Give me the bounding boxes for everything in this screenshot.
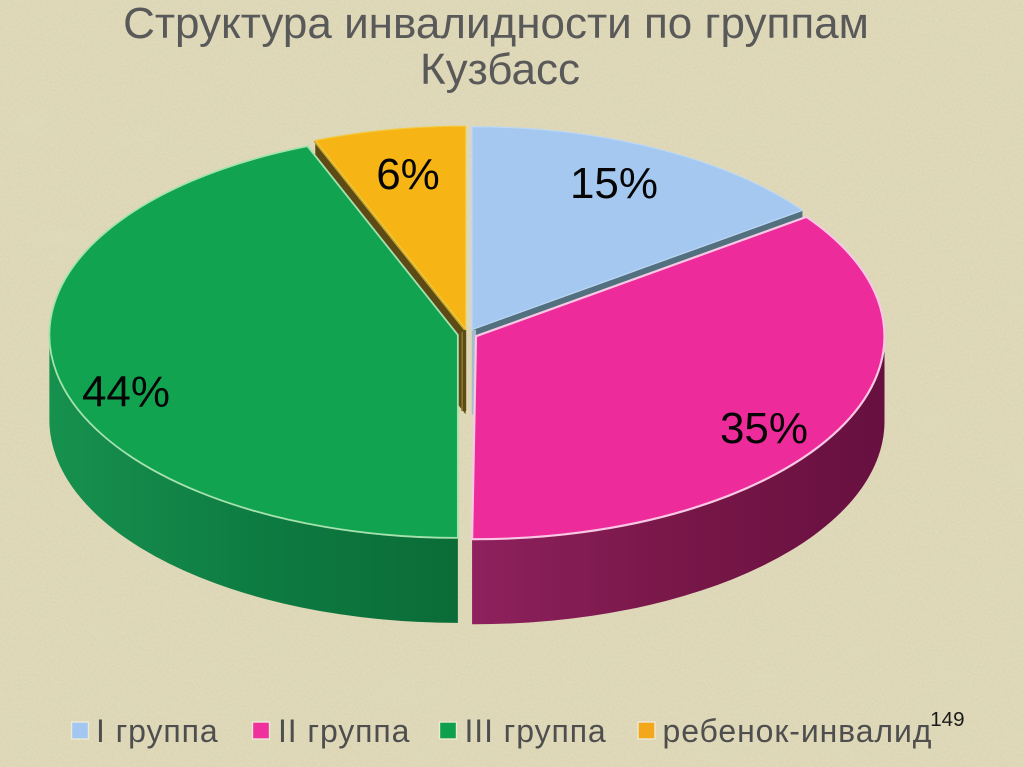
svg-text:II группа: II группа bbox=[278, 713, 410, 749]
svg-text:I группа: I группа bbox=[96, 713, 219, 749]
svg-text:15%: 15% bbox=[570, 159, 658, 208]
svg-text:Структура инвалидности по груп: Структура инвалидности по группам bbox=[123, 0, 869, 48]
svg-text:III группа: III группа bbox=[465, 713, 607, 749]
svg-text:Кузбасс: Кузбасс bbox=[420, 45, 580, 94]
svg-text:149: 149 bbox=[930, 708, 964, 731]
svg-text:ребенок-инвалид: ребенок-инвалид bbox=[663, 713, 933, 749]
svg-text:35%: 35% bbox=[720, 404, 808, 453]
svg-text:44%: 44% bbox=[82, 368, 170, 417]
svg-text:6%: 6% bbox=[376, 150, 440, 199]
